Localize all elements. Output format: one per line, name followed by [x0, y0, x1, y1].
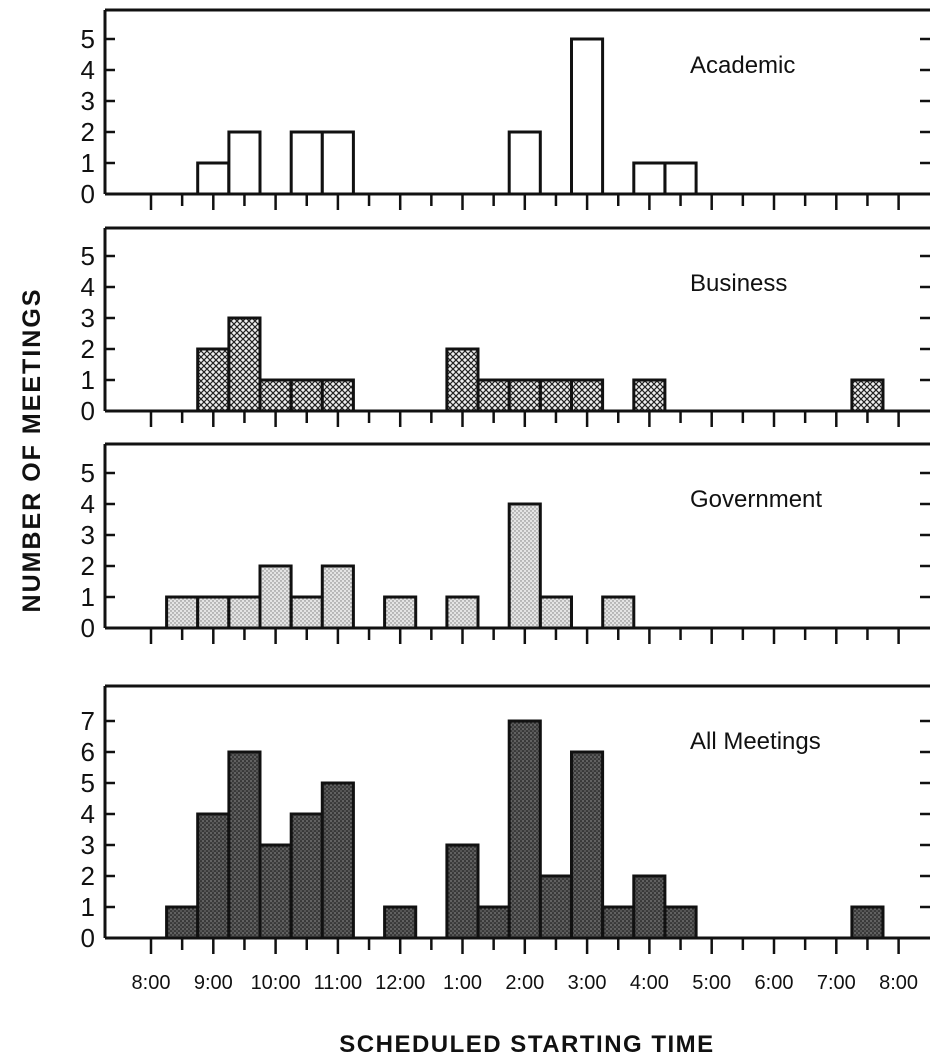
bar	[538, 378, 574, 413]
y-tick-label: 2	[81, 334, 95, 364]
y-tick-label: 6	[81, 737, 95, 767]
x-tick-label: 3:00	[568, 972, 607, 994]
panels-layer: 012345Academic012345Business012345Govern…	[81, 8, 930, 994]
x-tick-label: 9:00	[194, 972, 233, 994]
bar	[445, 843, 480, 940]
bar	[258, 378, 293, 413]
bar	[570, 750, 605, 940]
bar	[570, 378, 605, 413]
bar	[383, 905, 418, 940]
y-tick-label: 1	[81, 365, 95, 395]
bar	[663, 905, 698, 940]
bar	[165, 905, 200, 940]
bar	[320, 781, 355, 940]
y-tick-label: 5	[81, 24, 95, 54]
y-tick-label: 5	[81, 768, 95, 798]
bar	[196, 812, 231, 940]
bar	[632, 161, 667, 196]
bar	[663, 161, 698, 196]
bar	[320, 564, 355, 630]
x-tick-label: 7:00	[817, 972, 856, 994]
bar	[289, 130, 324, 196]
panel-title: Government	[690, 486, 822, 513]
bar	[538, 874, 574, 940]
bar	[196, 595, 231, 630]
bar	[850, 378, 885, 413]
y-tick-label: 4	[81, 55, 95, 85]
bar	[570, 37, 605, 196]
bar	[507, 130, 542, 196]
bar	[601, 595, 636, 630]
y-axis-label: NUMBER OF MEETINGS	[18, 288, 46, 613]
y-tick-label: 0	[81, 396, 95, 426]
y-tick-label: 4	[81, 799, 95, 829]
x-tick-label: 6:00	[755, 972, 794, 994]
x-tick-label: 8:00	[879, 972, 918, 994]
y-tick-label: 5	[81, 241, 95, 271]
x-tick-label: 10:00	[251, 972, 301, 994]
y-tick-label: 1	[81, 148, 95, 178]
y-tick-label: 3	[81, 86, 95, 116]
bar	[476, 905, 511, 940]
bar	[320, 378, 355, 413]
panel-title: All Meetings	[690, 728, 821, 755]
y-tick-label: 3	[81, 830, 95, 860]
y-tick-label: 1	[81, 892, 95, 922]
bar	[289, 595, 324, 630]
x-tick-label: 2:00	[505, 972, 544, 994]
bar	[507, 502, 542, 630]
y-tick-label: 4	[81, 272, 95, 302]
x-tick-label: 4:00	[630, 972, 669, 994]
bar	[320, 130, 355, 196]
x-tick-label: 1:00	[443, 972, 482, 994]
x-tick-label: 8:00	[132, 972, 171, 994]
bar	[258, 843, 293, 940]
y-tick-label: 2	[81, 861, 95, 891]
bar	[445, 347, 480, 413]
panel-title: Academic	[690, 52, 795, 79]
bar	[507, 378, 542, 413]
y-tick-label: 3	[81, 303, 95, 333]
y-tick-label: 1	[81, 582, 95, 612]
bar	[227, 316, 262, 413]
y-tick-label: 2	[81, 117, 95, 147]
bar	[632, 874, 667, 940]
panel-title: Business	[690, 270, 787, 297]
x-tick-label: 11:00	[314, 972, 363, 994]
bar	[538, 595, 574, 630]
bar	[383, 595, 418, 630]
bar	[227, 750, 262, 940]
x-tick-label: 12:00	[375, 972, 425, 994]
bar	[196, 161, 231, 196]
bar	[632, 378, 667, 413]
bar	[289, 378, 324, 413]
x-axis-label: SCHEDULED STARTING TIME	[339, 1031, 714, 1058]
y-tick-label: 2	[81, 551, 95, 581]
bar	[507, 719, 542, 940]
bar	[227, 130, 262, 196]
x-tick-label: 5:00	[692, 972, 731, 994]
bar	[289, 812, 324, 940]
bar	[258, 564, 293, 630]
bar	[227, 595, 262, 630]
y-tick-label: 0	[81, 923, 95, 953]
y-tick-label: 0	[81, 179, 95, 209]
bar	[196, 347, 231, 413]
bar	[601, 905, 636, 940]
y-tick-label: 4	[81, 489, 95, 519]
y-tick-label: 7	[81, 706, 95, 736]
bar	[476, 378, 511, 413]
bar	[850, 905, 885, 940]
y-tick-label: 0	[81, 613, 95, 643]
y-tick-label: 5	[81, 458, 95, 488]
bar	[445, 595, 480, 630]
bar	[165, 595, 200, 630]
y-tick-label: 3	[81, 520, 95, 550]
